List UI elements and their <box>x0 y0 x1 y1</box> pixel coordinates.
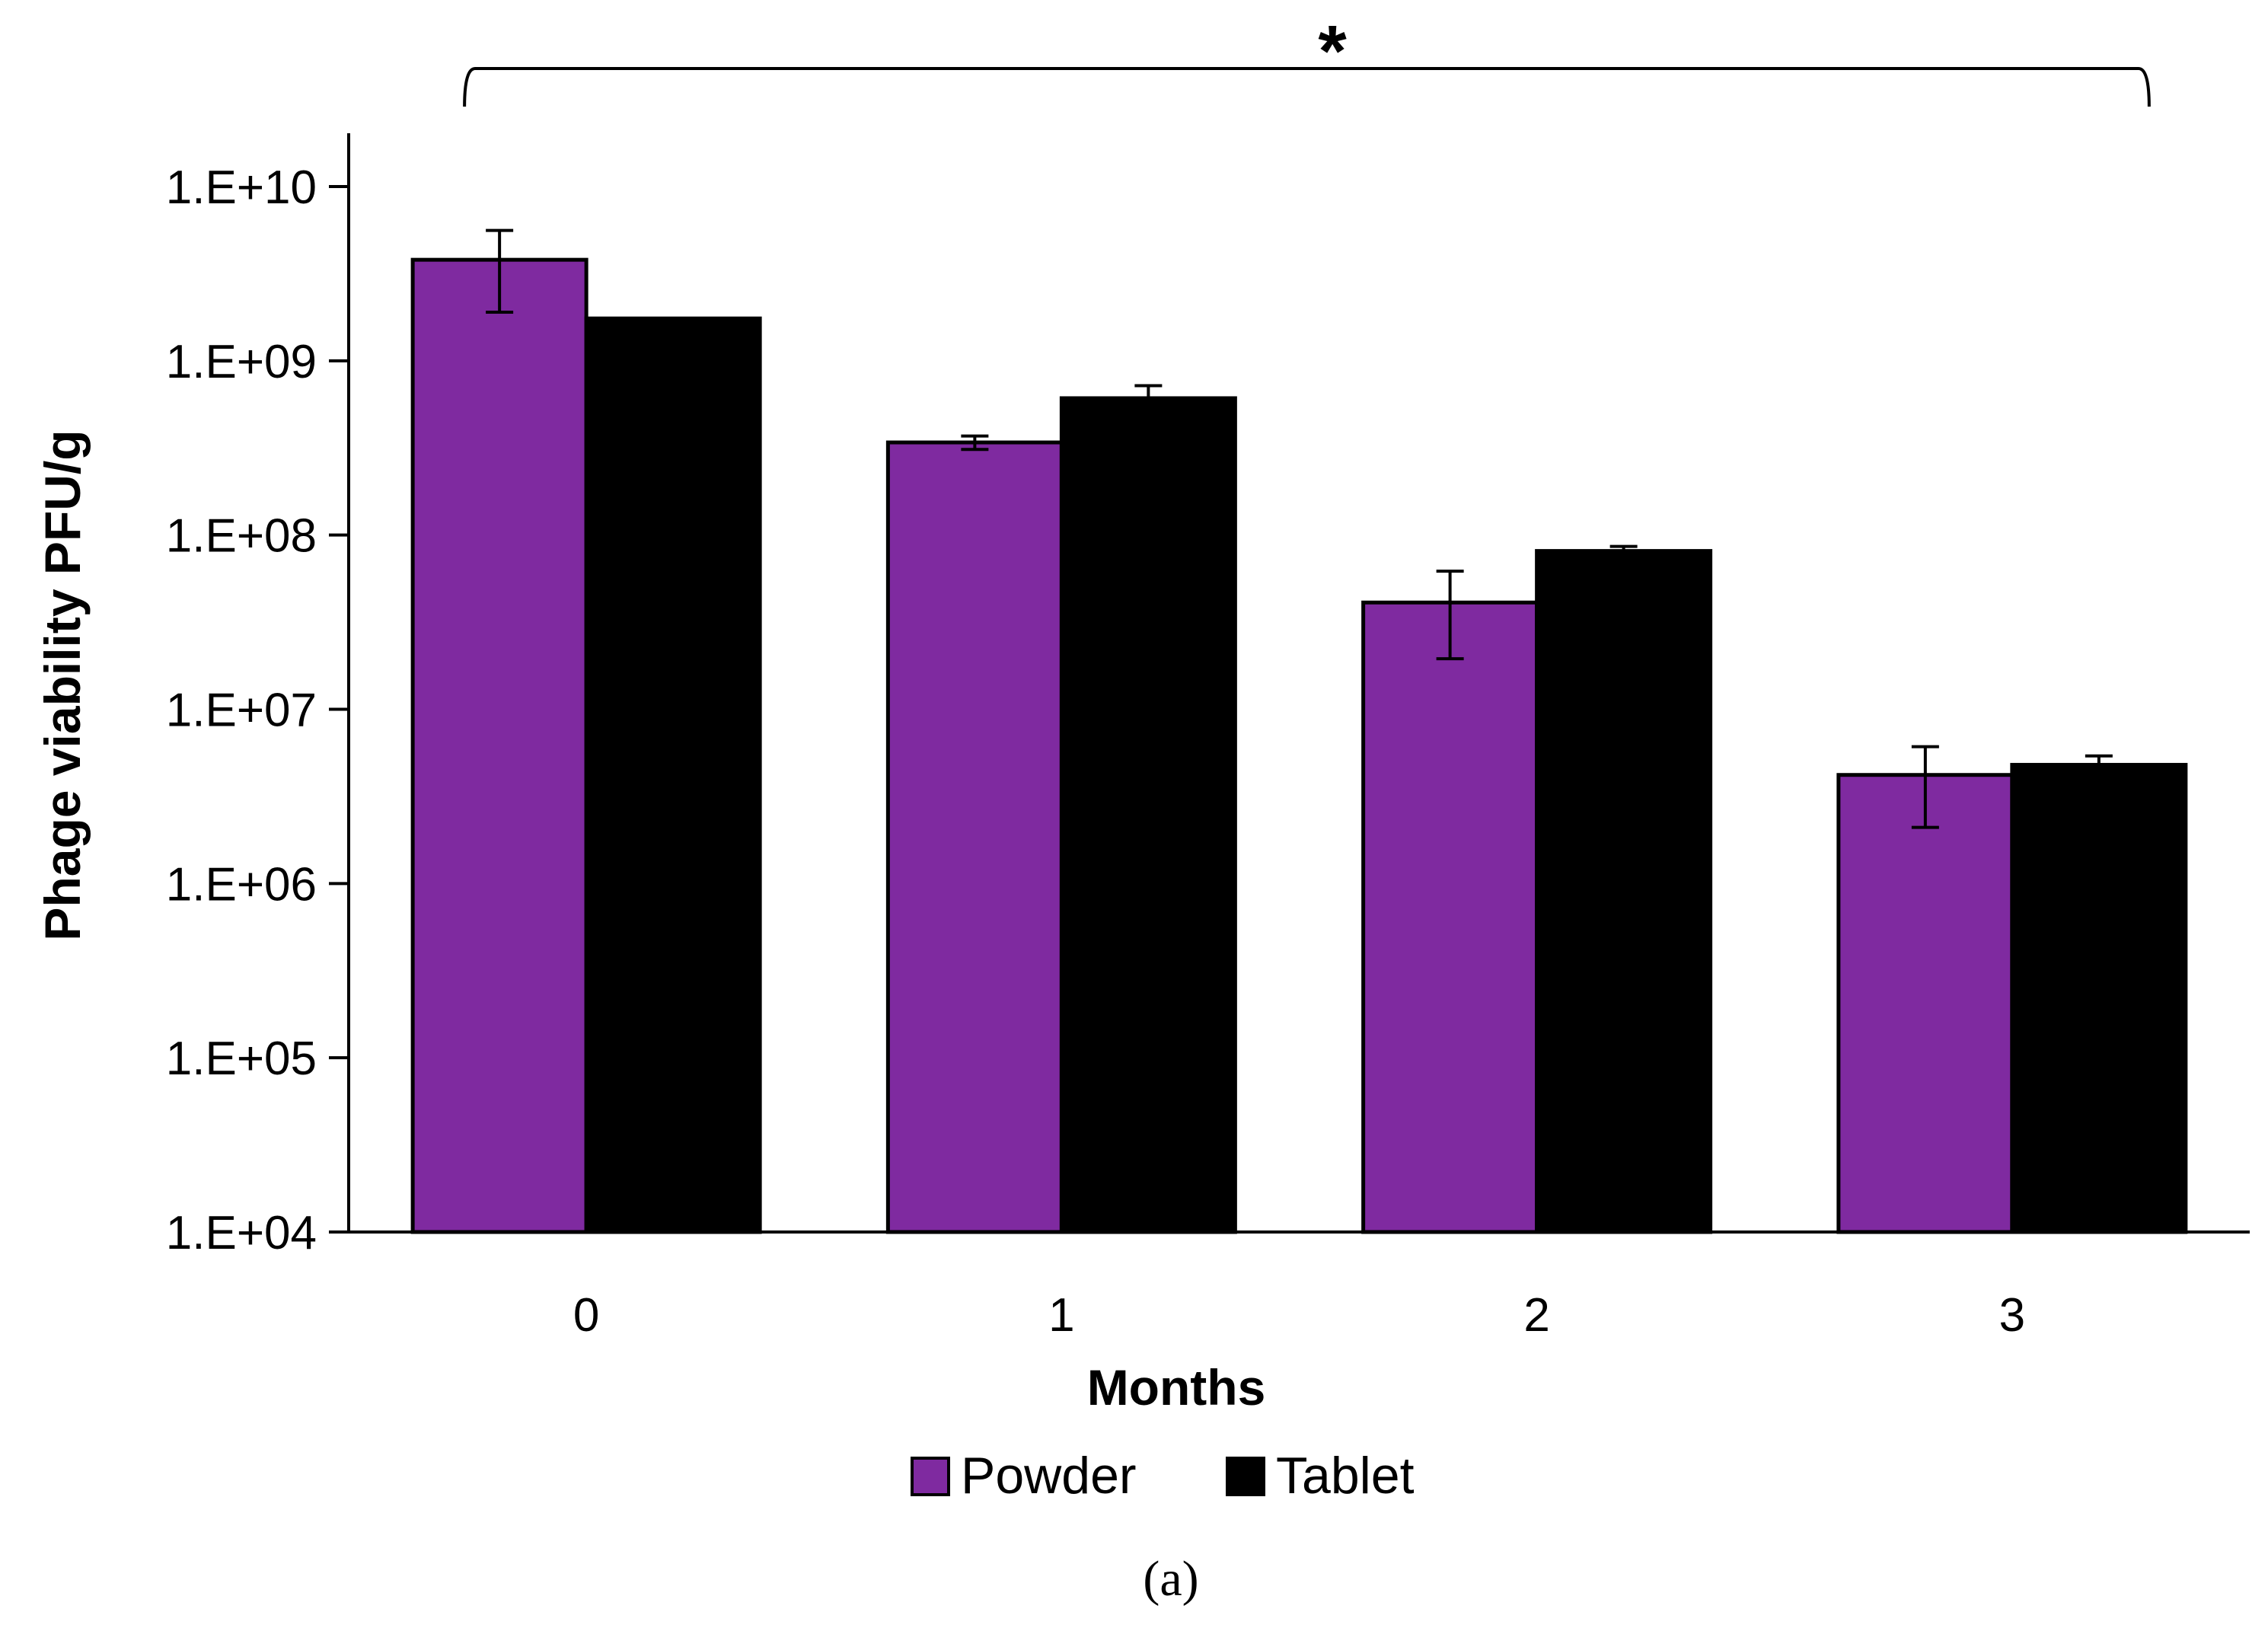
x-tick-label: 2 <box>1523 1289 1549 1342</box>
legend-item-powder: Powder <box>911 1447 1137 1505</box>
bar-powder-2 <box>1361 600 1539 1234</box>
bar-powder-3 <box>1836 773 2014 1234</box>
significance-bracket <box>463 67 2151 107</box>
y-axis-title: Phage viability PFU/g <box>34 429 91 940</box>
legend: Powder Tablet <box>911 1447 1415 1505</box>
x-tick-label: 3 <box>1999 1289 2025 1342</box>
y-tick-label: 1.E+04 <box>166 1207 317 1259</box>
error-bar-tablet-1 <box>1134 384 1163 400</box>
y-tick-label: 1.E+05 <box>166 1033 317 1085</box>
error-bar-tablet-3 <box>2085 754 2113 767</box>
error-bar-powder-1 <box>961 434 989 452</box>
bar-powder-0 <box>410 257 589 1234</box>
error-bar-powder-0 <box>486 228 514 314</box>
error-bar-tablet-2 <box>1609 544 1638 553</box>
y-tick-label: 1.E+10 <box>166 161 317 214</box>
y-tick-label: 1.E+06 <box>166 858 317 911</box>
x-tick-label: 1 <box>1048 1289 1074 1342</box>
y-tick-label: 1.E+07 <box>166 685 317 737</box>
legend-label: Powder <box>961 1447 1137 1505</box>
bar-tablet-3 <box>2010 762 2188 1234</box>
legend-item-tablet: Tablet <box>1226 1447 1415 1505</box>
error-bar-powder-3 <box>1911 745 1939 829</box>
significance-marker: * <box>1318 11 1347 92</box>
y-tick-label: 1.E+08 <box>166 510 317 563</box>
legend-swatch-tablet <box>1226 1457 1265 1496</box>
plot-area: 1.E+04 1.E+05 1.E+06 1.E+07 1.E+08 1.E+09 1.E+… <box>166 67 2250 1342</box>
error-bar-powder-2 <box>1436 570 1464 661</box>
bar-tablet-1 <box>1059 396 1237 1234</box>
x-tick-label: 0 <box>573 1289 599 1342</box>
bar-tablet-0 <box>584 316 762 1234</box>
bar-powder-1 <box>885 440 1064 1234</box>
legend-label: Tablet <box>1276 1447 1415 1505</box>
x-axis-title: Months <box>1087 1359 1266 1416</box>
legend-swatch-powder <box>911 1457 950 1496</box>
panel-label: (a) <box>1143 1551 1198 1607</box>
bar-tablet-2 <box>1535 549 1713 1234</box>
y-tick-label: 1.E+09 <box>166 336 317 388</box>
